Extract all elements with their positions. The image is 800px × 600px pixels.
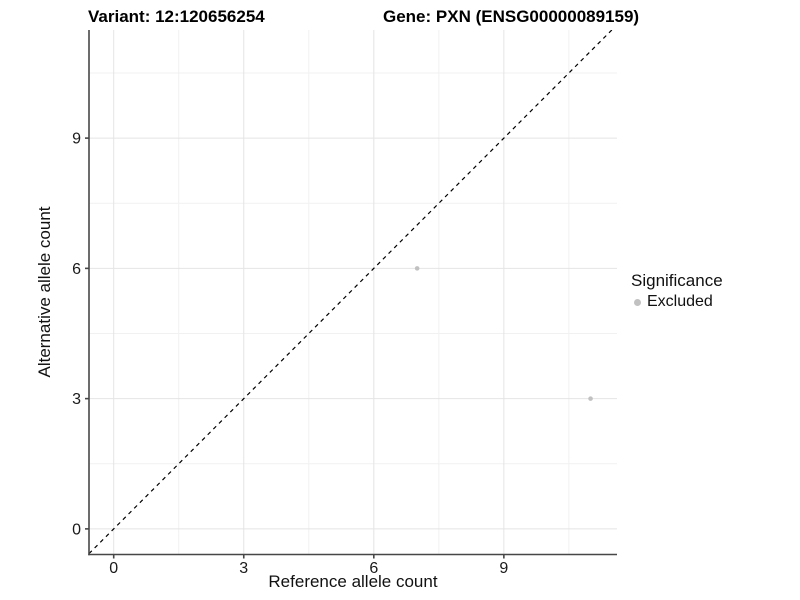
legend-item-excluded: Excluded [631,293,723,311]
y-axis-title: Alternative allele count [35,206,54,378]
data-point [588,396,593,401]
legend: Significance Excluded [631,271,723,311]
y-tick-labels: 0 3 6 9 [72,131,81,539]
legend-item-label: Excluded [647,293,713,310]
x-tick-labels: 0 3 6 9 [109,560,508,577]
tick-marks [85,137,505,559]
y-tick-label: 6 [72,261,81,278]
y-tick-label: 9 [72,131,81,148]
legend-title: Significance [631,271,723,290]
identity-line [89,30,613,555]
y-tick-label: 3 [72,391,81,408]
plot-title-gene: Gene: PXN (ENSG00000089159) [383,7,640,26]
x-tick-label: 6 [369,560,378,577]
data-point [414,266,420,271]
x-axis-title: Reference allele count [268,572,438,591]
x-tick-label: 0 [109,560,118,577]
data-points [414,266,593,401]
x-tick-label: 3 [239,560,248,577]
grid-major [89,30,617,555]
x-tick-label: 9 [499,560,508,577]
y-tick-label: 0 [72,521,81,538]
plot-title-variant: Variant: 12:120656254 [88,7,265,26]
grid-minor [89,30,617,555]
legend-point-icon [634,298,641,306]
